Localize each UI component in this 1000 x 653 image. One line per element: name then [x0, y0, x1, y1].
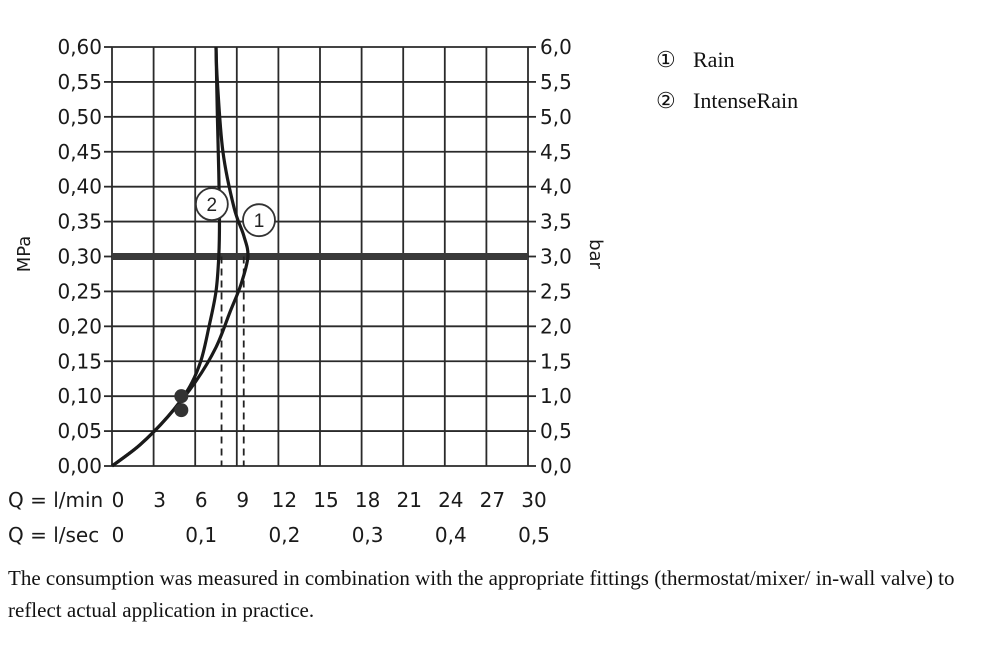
left-tick-label: 0,05 — [57, 419, 102, 443]
x-tick-label-lsec: 0,2 — [268, 523, 300, 547]
series-markers: 12 — [194, 187, 276, 238]
right-tick-label: 5,0 — [540, 105, 572, 129]
left-tick-label: 0,25 — [57, 279, 102, 303]
left-tick-label: 0,10 — [57, 384, 102, 408]
left-tick-label: 0,35 — [57, 210, 102, 234]
x-axis-lsec-label: Q = l/sec — [8, 523, 99, 547]
x-tick-label-lsec: 0,1 — [185, 523, 217, 547]
left-tick-label: 0,40 — [57, 175, 102, 199]
x-axis-lmin-ticks: 0 3 6 9 12 15 18 21 24 27 30 — [112, 488, 547, 512]
x-tick-label-lmin: 9 — [236, 488, 249, 512]
left-tick-label: 0,60 — [57, 35, 102, 59]
left-tick-label: 0,45 — [57, 140, 102, 164]
left-axis-ticks: 0,00 0,05 0,10 0,15 0,20 0,25 0,30 0,35 0,40 0,45… — [57, 35, 102, 478]
right-tick-label: 4,0 — [540, 175, 572, 199]
left-tick-label: 0,50 — [57, 105, 102, 129]
x-tick-label-lmin: 21 — [396, 488, 421, 512]
x-tick-label-lmin: 24 — [438, 488, 463, 512]
data-points — [174, 389, 189, 418]
data-point — [174, 403, 189, 418]
x-tick-label-lsec: 0,5 — [518, 523, 550, 547]
right-tick-label: 1,0 — [540, 384, 572, 408]
left-axis-label: MPa — [14, 236, 35, 273]
x-tick-label-lmin: 15 — [313, 488, 338, 512]
legend-label: Rain — [693, 47, 735, 72]
left-tick-label: 0,00 — [57, 454, 102, 478]
series-marker-circle — [194, 187, 229, 222]
x-tick-label-lsec: 0,4 — [435, 523, 467, 547]
left-tick-label: 0,15 — [57, 349, 102, 373]
right-axis-label: bar — [585, 239, 606, 269]
right-tick-label: 3,0 — [540, 245, 572, 269]
x-tick-label-lmin: 18 — [355, 488, 380, 512]
right-tick-label: 4,5 — [540, 140, 572, 164]
right-tick-label: 5,5 — [540, 70, 572, 94]
series-marker-label: 2 — [207, 195, 218, 216]
x-tick-label-lmin: 30 — [521, 488, 546, 512]
right-tick-label: 0,5 — [540, 419, 572, 443]
legend-symbol: ① — [656, 47, 676, 72]
legend: ① Rain ② IntenseRain — [656, 47, 798, 113]
x-tick-label-lsec: 0,3 — [352, 523, 384, 547]
legend-symbol: ② — [656, 88, 676, 113]
pressure-flow-chart: 12 0,000,050,100,150,200,250,300,350,400… — [8, 35, 798, 547]
series-line-intenserain — [111, 46, 222, 468]
x-tick-label-lmin: 12 — [272, 488, 297, 512]
right-tick-label: 1,5 — [540, 349, 572, 373]
measurement-note: The consumption was measured in combinat… — [8, 566, 955, 622]
left-tick-label: 0,30 — [57, 245, 102, 269]
data-point — [174, 389, 189, 404]
right-axis-ticks: 0,0 0,5 1,0 1,5 2,0 2,5 3,0 3,5 4,0 4,5 5,0 5,5 6,0 — [540, 35, 572, 478]
right-tick-label: 0,0 — [540, 454, 572, 478]
x-axis-lsec-ticks: 0 0,1 0,2 0,3 0,4 0,5 — [112, 523, 550, 547]
x-axis-lmin-label: Q = l/min — [8, 488, 103, 512]
drop-lines — [220, 256, 245, 466]
series-marker-label: 1 — [254, 211, 265, 232]
series-lines — [111, 46, 250, 468]
right-tick-label: 2,5 — [540, 279, 572, 303]
series-marker-circle — [242, 203, 276, 238]
x-tick-label-lmin: 0 — [112, 488, 125, 512]
left-tick-label: 0,55 — [57, 70, 102, 94]
x-tick-label-lmin: 27 — [480, 488, 505, 512]
right-tick-label: 6,0 — [540, 35, 572, 59]
x-tick-label-lmin: 6 — [195, 488, 208, 512]
x-tick-label-lsec: 0 — [112, 523, 125, 547]
legend-label: IntenseRain — [693, 88, 798, 113]
left-tick-label: 0,20 — [57, 314, 102, 338]
x-tick-label-lmin: 3 — [153, 488, 166, 512]
right-tick-label: 3,5 — [540, 210, 572, 234]
right-tick-label: 2,0 — [540, 314, 572, 338]
